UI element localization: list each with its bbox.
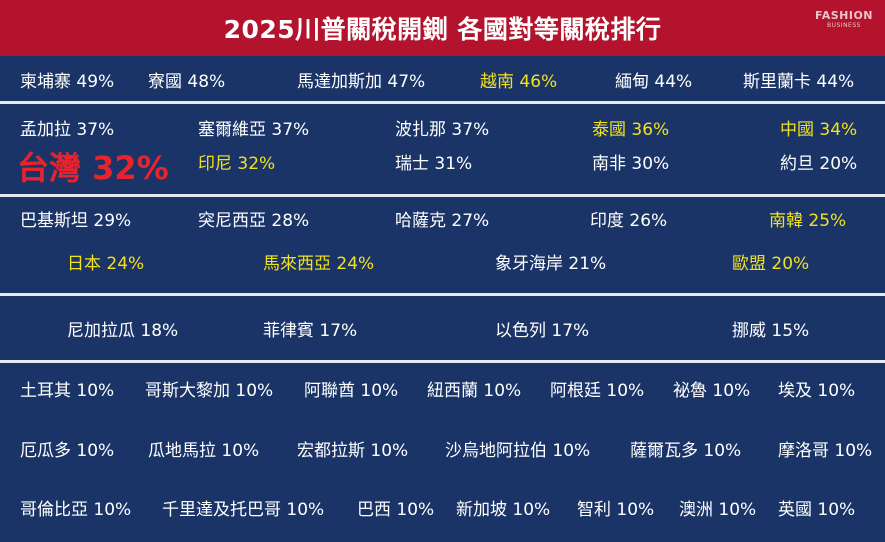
country-tariff-item: 哈薩克 27% [395, 211, 490, 231]
country-tariff-item: 巴基斯坦 29% [20, 211, 132, 231]
country-tariff-item: 尼加拉瓜 18% [67, 321, 179, 341]
country-tariff-item: 瑞士 31% [395, 154, 473, 174]
section-divider [0, 360, 885, 363]
country-tariff-item: 紐西蘭 10% [427, 381, 522, 401]
header-banner: 2025川普關稅開鍘 各國對等關稅排行 FASHION BUSINESS [0, 0, 885, 56]
country-tariff-item: 越南 46% [480, 72, 558, 92]
page-title: 2025川普關稅開鍘 各國對等關稅排行 [223, 15, 662, 44]
country-tariff-item: 阿根廷 10% [550, 381, 645, 401]
section-divider [0, 101, 885, 104]
country-tariff-item: 南韓 25% [769, 211, 847, 231]
country-tariff-item: 印度 26% [590, 211, 668, 231]
country-tariff-item: 塞爾維亞 37% [198, 120, 310, 140]
country-tariff-item: 泰國 36% [592, 120, 670, 140]
country-tariff-item: 阿聯酋 10% [304, 381, 399, 401]
country-tariff-item: 智利 10% [577, 500, 655, 520]
country-tariff-item: 日本 24% [67, 254, 145, 274]
country-tariff-item: 宏都拉斯 10% [297, 441, 409, 461]
country-tariff-item: 祕魯 10% [673, 381, 751, 401]
section-divider [0, 194, 885, 197]
country-tariff-item: 挪威 15% [732, 321, 810, 341]
country-tariff-item: 澳洲 10% [679, 500, 757, 520]
country-tariff-item: 埃及 10% [778, 381, 856, 401]
country-tariff-item: 約旦 20% [780, 154, 858, 174]
country-tariff-item: 摩洛哥 10% [778, 441, 873, 461]
country-tariff-item: 巴西 10% [357, 500, 435, 520]
country-tariff-item: 千里達及托巴哥 10% [162, 500, 325, 520]
country-tariff-item: 寮國 48% [148, 72, 226, 92]
country-tariff-item: 突尼西亞 28% [198, 211, 310, 231]
country-tariff-item: 柬埔寨 49% [20, 72, 115, 92]
country-tariff-item: 象牙海岸 21% [495, 254, 607, 274]
country-tariff-item: 中國 34% [780, 120, 858, 140]
country-tariff-item: 孟加拉 37% [20, 120, 115, 140]
country-tariff-item: 哥倫比亞 10% [20, 500, 132, 520]
country-tariff-item: 歐盟 20% [732, 254, 810, 274]
country-tariff-item: 新加坡 10% [456, 500, 551, 520]
section-divider [0, 293, 885, 296]
fashion-business-logo: FASHION BUSINESS [815, 10, 873, 29]
country-tariff-item: 沙烏地阿拉伯 10% [445, 441, 591, 461]
country-tariff-item: 馬來西亞 24% [263, 254, 375, 274]
country-tariff-item: 土耳其 10% [20, 381, 115, 401]
country-tariff-item: 緬甸 44% [615, 72, 693, 92]
country-tariff-item: 南非 30% [592, 154, 670, 174]
logo-line-2: BUSINESS [826, 22, 861, 29]
logo-line-1: FASHION [814, 9, 873, 22]
country-tariff-item: 英國 10% [778, 500, 856, 520]
country-tariff-item-taiwan: 台灣 32% [17, 149, 169, 187]
country-tariff-item: 菲律賓 17% [263, 321, 358, 341]
country-tariff-item: 以色列 17% [495, 321, 590, 341]
country-tariff-item: 薩爾瓦多 10% [630, 441, 742, 461]
country-tariff-item: 斯里蘭卡 44% [743, 72, 855, 92]
country-tariff-item: 馬達加斯加 47% [297, 72, 426, 92]
country-tariff-item: 哥斯大黎加 10% [145, 381, 274, 401]
country-tariff-item: 瓜地馬拉 10% [148, 441, 260, 461]
country-tariff-item: 厄瓜多 10% [20, 441, 115, 461]
country-tariff-item: 波扎那 37% [395, 120, 490, 140]
country-tariff-item: 印尼 32% [198, 154, 276, 174]
